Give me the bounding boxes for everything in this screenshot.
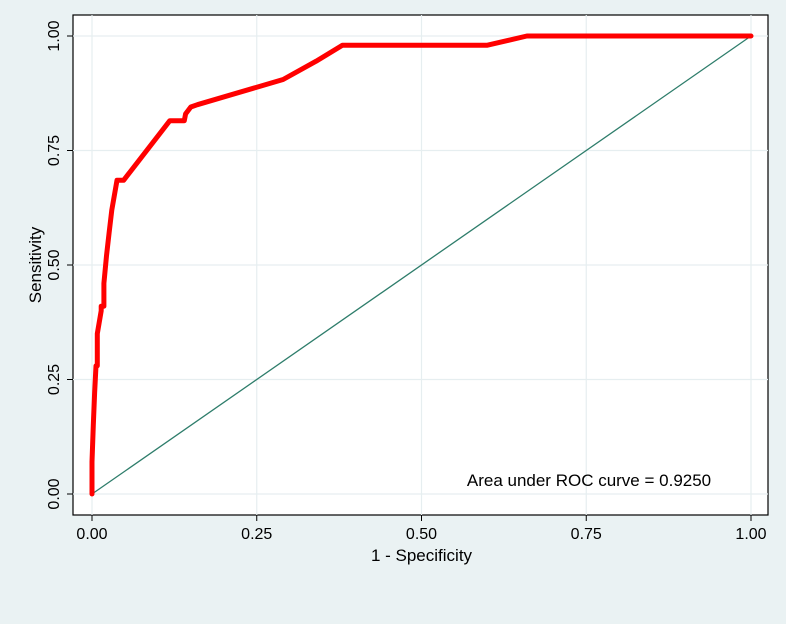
- x-tick-label: 0.00: [76, 526, 107, 543]
- roc-curve-layer: [89, 33, 754, 497]
- x-tick-label: 0.25: [241, 526, 272, 543]
- y-axis-label: Sensitivity: [26, 226, 45, 303]
- auc-annotation: Area under ROC curve = 0.9250: [467, 471, 711, 490]
- x-tick-label: 0.75: [571, 526, 602, 543]
- reference-diagonal-line: [91, 35, 752, 495]
- reference-line-layer: [91, 35, 752, 495]
- roc-curve-line: [89, 33, 754, 497]
- y-tick-label: 0.25: [46, 364, 63, 395]
- x-tick-label: 0.50: [406, 526, 437, 543]
- y-tick-label: 0.00: [46, 478, 63, 509]
- x-tick-label: 1.00: [735, 526, 766, 543]
- x-axis-label: 1 - Specificity: [371, 546, 473, 565]
- y-tick-label: 0.75: [46, 135, 63, 166]
- y-tick-label: 1.00: [46, 20, 63, 51]
- y-tick-label: 0.50: [46, 249, 63, 280]
- y-axis-ticks: 0.00 0.25 0.50 0.75 1.00: [46, 20, 73, 510]
- x-axis-ticks: 0.00 0.25 0.50 0.75 1.00: [76, 515, 767, 543]
